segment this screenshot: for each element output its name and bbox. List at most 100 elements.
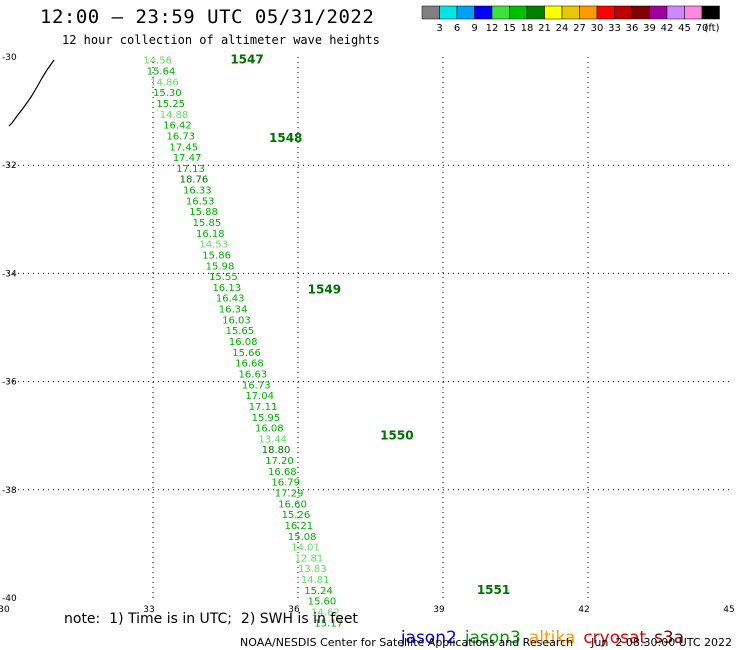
swh-value: 15.30 (153, 88, 182, 99)
swh-value: 18.76 (180, 175, 209, 186)
credit-line: NOAA/NESDIS Center for Satellite Applica… (240, 636, 732, 649)
lon-tick-label: 42 (578, 605, 589, 615)
swh-value: 17.04 (245, 391, 274, 402)
swh-value: 16.53 (186, 196, 215, 207)
pass-time-label: 1550 (380, 429, 413, 443)
lon-tick-label: 39 (433, 605, 445, 615)
swh-value: 14.56 (143, 56, 172, 67)
swh-value: 15.26 (282, 510, 311, 521)
swh-value: 16.21 (284, 521, 313, 532)
legend-cryosat: cryosat (583, 628, 647, 648)
swh-value: 16.33 (183, 186, 212, 197)
lat-tick-label: -34 (2, 269, 17, 279)
wave-height-colorbar: 3 6 9 12 15 18 21 24 27 30 33 36 39 42 45 70(ft) (421, 5, 720, 33)
swh-value: 17.47 (173, 153, 202, 164)
swh-value: 15.17 (314, 618, 343, 629)
lat-tick-label: -36 (2, 378, 17, 388)
credit-time: Jun 2 08:30:00 UTC 2022 (591, 636, 733, 649)
credit-org: NOAA/NESDIS Center for Satellite Applica… (240, 636, 574, 649)
pass-time-label: 1551 (477, 583, 510, 597)
colorbar-label: 12 (486, 23, 499, 33)
swh-value: 15.98 (206, 261, 235, 272)
swh-value: 17.11 (249, 402, 278, 413)
swh-value: 16.73 (167, 131, 196, 142)
lon-tick-label: 30 (0, 605, 10, 615)
footnote: note: 1) Time is in UTC; 2) SWH is in fe… (64, 611, 358, 627)
colorbar-label: 42 (661, 23, 674, 33)
swh-value: 17.13 (176, 164, 205, 175)
swh-value: 15.65 (226, 326, 255, 337)
map-title: 12:00 – 23:59 UTC 05/31/2022 (40, 6, 375, 28)
swh-value: 15.60 (308, 597, 337, 608)
colorbar-label: 45 (678, 23, 691, 33)
lat-tick-label: -38 (2, 486, 17, 496)
lat-tick-label: -30 (2, 53, 17, 63)
swh-value: 15.55 (209, 272, 238, 283)
satellite-legend: jason2 jason3 altika cryosat s3a (390, 608, 692, 648)
swh-value: 12.81 (295, 553, 324, 564)
swh-value: 13.44 (258, 434, 287, 445)
swh-value: 16.60 (278, 499, 307, 510)
swh-value: 16.68 (235, 359, 264, 370)
legend-s3a: s3a (654, 628, 685, 648)
swh-value: 16.43 (216, 294, 245, 305)
swh-value: 16.08 (229, 337, 258, 348)
swh-value: 18.80 (262, 445, 291, 456)
swh-value: 14.01 (291, 543, 320, 554)
swh-value: 14.53 (199, 240, 228, 251)
colorbar-label: 15 (503, 23, 516, 33)
lat-tick-label: -32 (2, 161, 17, 171)
swh-value: 16.03 (222, 315, 251, 326)
legend-jason3: jason3 (464, 628, 521, 648)
colorbar-label: 9 (471, 23, 477, 33)
swh-value: 15.24 (304, 586, 333, 597)
swh-value: 15.66 (232, 348, 261, 359)
swh-value: 17.45 (169, 142, 198, 153)
lon-tick-label: 33 (143, 605, 154, 615)
swh-value: 15.64 (147, 67, 176, 78)
swh-value: 16.08 (255, 424, 284, 435)
colorbar-label: 30 (591, 23, 604, 33)
swh-value: 16.73 (242, 380, 271, 391)
colorbar-label: 70 (696, 23, 709, 33)
colorbar-label: 24 (556, 23, 569, 33)
colorbar-label: 27 (573, 23, 586, 33)
colorbar-label: 3 (436, 23, 442, 33)
swh-value: 16.34 (219, 305, 248, 316)
swh-value: 17.29 (275, 489, 304, 500)
swh-value: 16.18 (196, 229, 225, 240)
swh-value: 15.88 (189, 207, 218, 218)
swh-value: 16.13 (212, 283, 241, 294)
colorbar-swatch (701, 5, 720, 20)
swh-value: 16.68 (268, 467, 297, 478)
coastline (8, 59, 55, 127)
colorbar-label: 21 (538, 23, 551, 33)
swh-value: 15.95 (252, 413, 281, 424)
swh-value: 15.85 (193, 218, 222, 229)
swh-value: 14.81 (301, 575, 330, 586)
map-subtitle: 12 hour collection of altimeter wave hei… (62, 33, 380, 47)
colorbar-label: 6 (454, 23, 460, 33)
swh-value: 14.62 (311, 608, 340, 619)
swh-value: 15.86 (202, 250, 231, 261)
pass-time-label: 1547 (230, 53, 263, 67)
pass-time-label: 1549 (308, 283, 341, 297)
legend-altika: altika (528, 628, 576, 648)
swh-value: 15.08 (288, 532, 317, 543)
swh-value: 13.83 (298, 564, 327, 575)
colorbar-label: 36 (626, 23, 639, 33)
swh-value: 16.63 (239, 369, 268, 380)
swh-value: 15.25 (156, 99, 185, 110)
swh-value: 16.42 (163, 121, 192, 132)
lon-tick-label: 45 (723, 605, 734, 615)
swh-value: 16.79 (271, 478, 300, 489)
lat-tick-label: -40 (2, 594, 17, 604)
colorbar-label: 33 (608, 23, 621, 33)
pass-time-label: 1548 (269, 131, 302, 145)
swh-value: 17.20 (265, 456, 294, 467)
swh-value: 14.86 (150, 77, 179, 88)
legend-jason2: jason2 (400, 628, 457, 648)
colorbar-label: 39 (643, 23, 656, 33)
lon-tick-label: 36 (288, 605, 300, 615)
